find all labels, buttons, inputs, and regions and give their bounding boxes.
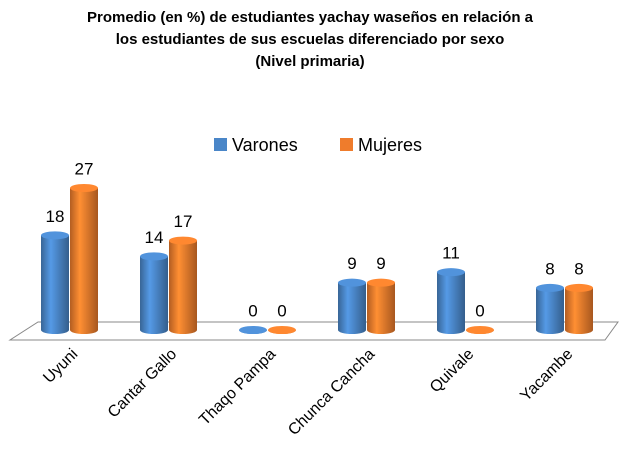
x-tick-label: Chunca Cancha — [285, 346, 378, 439]
bar — [367, 282, 395, 334]
data-label: 14 — [145, 228, 164, 247]
bar-cap — [536, 283, 564, 292]
x-tick-label: Cantar Gallo — [105, 346, 181, 422]
data-label: 17 — [174, 212, 193, 231]
bar — [169, 240, 197, 334]
bar — [437, 272, 465, 334]
bar-cap — [41, 231, 69, 240]
chart-title: Promedio (en %) de estudiantes yachay wa… — [87, 9, 534, 26]
floor — [8, 321, 619, 341]
legend-swatch — [340, 138, 353, 151]
x-tick-label: Yacambe — [517, 346, 576, 405]
bar-cap — [268, 326, 296, 334]
data-label: 18 — [46, 207, 65, 226]
data-label: 27 — [75, 159, 94, 178]
bar-cap — [437, 268, 465, 277]
data-label: 0 — [277, 301, 286, 320]
data-label: 9 — [347, 254, 356, 273]
legend-label: Mujeres — [358, 135, 422, 155]
data-label: 8 — [574, 259, 583, 278]
bar-cap — [70, 184, 98, 192]
data-label: 11 — [442, 244, 460, 263]
bar-cap — [367, 278, 395, 287]
bar — [536, 287, 564, 334]
legend-swatch — [214, 138, 227, 151]
x-tick-label: Uyuni — [40, 346, 81, 387]
x-tick-label: Quivale — [427, 346, 477, 396]
bar — [338, 282, 366, 334]
chart-title: (Nivel primaria) — [255, 53, 364, 70]
bar-cap — [466, 326, 494, 334]
data-label: 8 — [545, 259, 554, 278]
bar-cap — [565, 283, 593, 292]
bar — [140, 256, 168, 334]
data-label: 0 — [475, 301, 484, 320]
bar-cap — [140, 252, 168, 261]
bar-cap — [239, 326, 267, 334]
bar — [70, 188, 98, 334]
bar — [565, 287, 593, 334]
chart-title: los estudiantes de sus escuelas diferenc… — [116, 31, 504, 48]
bar — [41, 235, 69, 334]
bar-cap — [338, 278, 366, 287]
legend-label: Varones — [232, 135, 298, 155]
bar-cap — [169, 236, 197, 245]
data-label: 9 — [376, 254, 385, 273]
data-label: 0 — [248, 301, 257, 320]
x-tick-label: Thaqo Pampa — [196, 346, 279, 429]
